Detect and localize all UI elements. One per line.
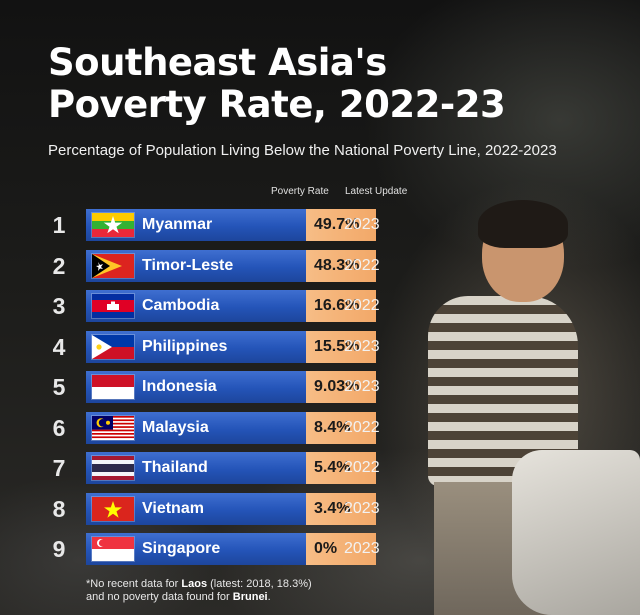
table-row-2: 2 Timor-Leste 48.3% 2022	[44, 249, 404, 282]
table-row-1: 1 Myanmar 49.7% 2023	[44, 209, 404, 241]
singapore-flag-icon	[92, 537, 134, 561]
child-hair	[478, 200, 568, 248]
table-row-8: 8 Vietnam 3.4% 2023	[44, 492, 404, 525]
latest-update-value: 2023	[344, 378, 380, 395]
table-row-5: 5 Indonesia 9.03% 2023	[44, 371, 404, 403]
rank-label: 3	[52, 293, 66, 319]
country-label: Malaysia	[142, 418, 209, 436]
country-bar: Myanmar	[86, 209, 306, 241]
latest-update-value: 2023	[344, 337, 380, 355]
poverty-rate-value: 15.5%	[306, 330, 376, 363]
poverty-rate-value: 49.7%	[306, 209, 376, 241]
malaysia-flag-icon	[92, 415, 134, 440]
poverty-rate-value: 16.6%	[306, 290, 376, 322]
latest-update-value: 2023	[344, 499, 380, 517]
country-bar: Thailand	[86, 452, 306, 484]
table-row-6: 6 Malaysia 8.4%	[44, 411, 404, 444]
country-label: Timor-Leste	[142, 256, 234, 274]
poverty-rate-value: 48.3%	[306, 249, 376, 282]
country-label: Myanmar	[142, 216, 213, 233]
rank-label: 2	[52, 252, 66, 279]
country-bar: Timor-Leste	[86, 249, 306, 282]
myanmar-flag-icon	[92, 213, 134, 237]
column-header-poverty-rate: Poverty Rate	[271, 186, 329, 197]
footnote-text-1: *No recent data for	[86, 578, 182, 590]
country-label: Thailand	[142, 459, 208, 476]
column-header-latest-update: Latest Update	[345, 186, 408, 197]
poverty-rate-value: 8.4%	[306, 411, 376, 444]
chart-subtitle: Percentage of Population Living Below th…	[48, 142, 557, 159]
country-label: Philippines	[142, 337, 228, 355]
country-bar: Indonesia	[86, 371, 306, 403]
title-line-2: Poverty Rate, 2022-23	[48, 83, 506, 126]
rank-label: 4	[52, 333, 66, 360]
rank-label: 9	[52, 536, 66, 562]
child-photo	[420, 200, 640, 615]
chart-title: Southeast Asia's Poverty Rate, 2022-23	[48, 41, 506, 126]
thailand-flag-icon	[92, 456, 134, 480]
cambodia-flag-icon	[92, 294, 134, 318]
poverty-rate-value: 9.03%	[306, 371, 376, 403]
footnote-text-4: .	[267, 591, 271, 603]
latest-update-value: 2022	[344, 297, 380, 314]
rank-label: 8	[52, 495, 66, 522]
country-label: Singapore	[142, 540, 221, 557]
vietnam-flag-icon	[92, 496, 134, 521]
indonesia-flag-icon	[92, 375, 134, 399]
footnote: *No recent data for Laos (latest: 2018, …	[86, 578, 312, 604]
rank-label: 1	[52, 212, 66, 238]
timor-leste-flag-icon	[92, 253, 134, 278]
footnote-brunei: Brunei	[232, 591, 268, 603]
footnote-laos: Laos	[181, 578, 208, 590]
table-row-7: 7 Thailand 5.4% 2022	[44, 452, 404, 484]
footnote-text-2: (latest: 2018, 18.3%)	[207, 578, 312, 590]
poverty-rate-value: 3.4%	[306, 492, 376, 525]
latest-update-value: 2022	[344, 459, 380, 476]
country-bar: Malaysia	[86, 411, 306, 444]
rank-label: 6	[52, 414, 66, 441]
country-label: Cambodia	[142, 297, 220, 314]
poverty-rate-value: 0%	[306, 533, 376, 565]
country-label: Indonesia	[142, 378, 217, 395]
title-line-1: Southeast Asia's	[48, 41, 387, 84]
country-label: Vietnam	[142, 499, 204, 517]
rank-label: 7	[52, 455, 66, 481]
rank-label: 5	[52, 374, 66, 400]
country-bar: Singapore	[86, 533, 306, 565]
country-bar: Cambodia	[86, 290, 306, 322]
philippines-flag-icon	[92, 334, 134, 359]
latest-update-value: 2023	[344, 216, 380, 233]
table-row-9: 9 Singapore 0% 2023	[44, 533, 404, 565]
poverty-rate-value: 5.4%	[306, 452, 376, 484]
latest-update-value: 2022	[344, 418, 380, 436]
latest-update-value: 2023	[344, 540, 380, 557]
footnote-text-3: and no poverty data found for	[86, 591, 233, 603]
latest-update-value: 2022	[344, 256, 380, 274]
country-bar: Philippines	[86, 330, 306, 363]
table-row-4: 4 Philippines 15.5% 2023	[44, 330, 404, 363]
country-bar: Vietnam	[86, 492, 306, 525]
table-row-3: 3 Cambodia 16.6% 2022	[44, 290, 404, 322]
sack	[512, 450, 640, 615]
